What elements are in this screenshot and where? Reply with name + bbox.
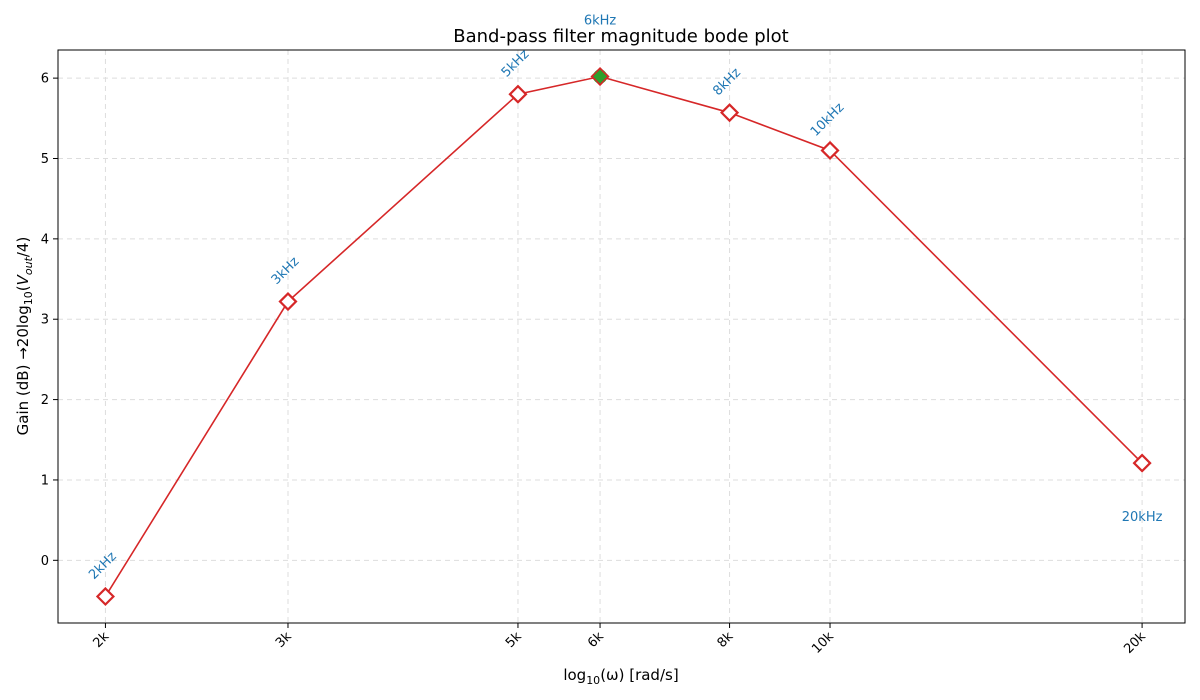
y-label-b: ( — [14, 285, 32, 291]
x-axis-label: log10(ω) [rad/s] — [563, 666, 678, 687]
x-label-rest: (ω) [rad/s] — [600, 666, 679, 684]
peak-point-outline — [591, 67, 610, 86]
data-point — [95, 586, 115, 607]
y-label-sub: 10 — [22, 291, 35, 305]
gain-line — [104, 75, 1143, 597]
y-axis: 0 1 2 3 4 5 6 — [41, 72, 58, 569]
plot-frame — [57, 49, 1186, 624]
frequency-label: 5kHz — [499, 47, 533, 81]
frequency-label: 3kHz — [269, 254, 303, 288]
peak-marker — [593, 69, 608, 84]
y-axis-label: Gain (dB) →20log10(Vout/4) — [14, 237, 35, 436]
y-tick-label: 3 — [41, 313, 49, 328]
x-tick-label: 8k — [715, 629, 737, 651]
data-point — [278, 291, 298, 312]
data-point — [720, 103, 740, 123]
data-point — [820, 140, 840, 161]
data-point — [508, 84, 528, 104]
y-label-a: Gain (dB) →20log — [14, 305, 32, 435]
x-tick-label: 20k — [1121, 629, 1149, 657]
y-label-c: /4) — [14, 237, 32, 257]
y-tick-label: 2 — [41, 393, 49, 408]
frequency-label: 20kHz — [1122, 510, 1163, 525]
x-axis: 2k 3k 5k 6k 8k 10k 20k — [90, 623, 1149, 657]
frequency-label: 6kHz — [584, 14, 617, 29]
y-tick-label: 1 — [41, 473, 49, 488]
x-label-sub: 10 — [586, 674, 600, 687]
x-tick-label: 5k — [503, 629, 525, 651]
x-tick-label: 6k — [585, 629, 607, 651]
grid — [58, 50, 1185, 623]
y-tick-label: 4 — [41, 232, 49, 247]
data-point — [1132, 453, 1152, 473]
gain-series — [95, 66, 1152, 607]
y-label-v: V — [14, 273, 32, 285]
y-tick-label: 0 — [41, 554, 49, 569]
x-tick-label: 3k — [273, 629, 295, 651]
x-tick-label: 2k — [90, 629, 112, 651]
frequency-label: 8kHz — [710, 65, 744, 99]
y-tick-label: 6 — [41, 72, 49, 87]
x-tick-label: 10k — [809, 629, 837, 657]
y-tick-label: 5 — [41, 152, 49, 167]
x-label-log: log — [563, 666, 586, 684]
chart-title: Band-pass filter magnitude bode plot — [453, 26, 788, 47]
frequency-label: 2kHz — [86, 549, 120, 583]
frequency-label: 10kHz — [808, 100, 847, 139]
y-label-out: out — [22, 256, 35, 275]
frequency-annotations: 2kHz 3kHz 5kHz 6kHz 8kHz 10kHz 20kHz — [86, 14, 1162, 583]
